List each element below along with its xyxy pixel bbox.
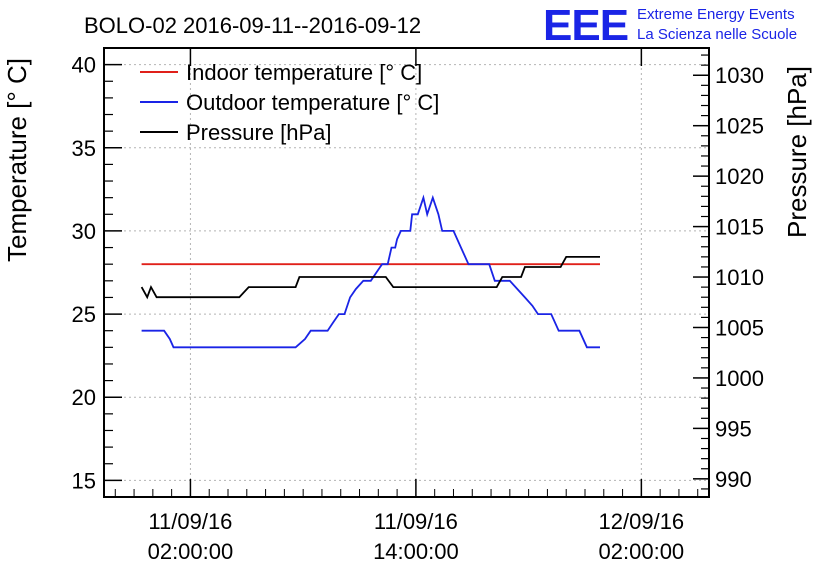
legend-label: Pressure [hPa] <box>186 120 332 145</box>
logo-line-1: Extreme Energy Events <box>637 6 795 23</box>
y-left-tick-label: 35 <box>72 136 96 161</box>
y-left-tick-label: 30 <box>72 219 96 244</box>
y-right-tick-label: 990 <box>715 467 752 492</box>
x-axis: 11/09/16 02:00:00 11/09/16 14:00:00 12/09/16… <box>114 48 699 564</box>
x-tick-label-date: 12/09/16 <box>599 509 685 534</box>
y-left-tick-label: 20 <box>72 385 96 410</box>
y-right-tick-label: 1020 <box>715 164 764 189</box>
y-right-tick-label: 1010 <box>715 265 764 290</box>
y-right-tick-label: 1005 <box>715 315 764 340</box>
left-axis: 15 20 25 30 35 40 <box>72 47 122 498</box>
series-line-1 <box>141 194 600 349</box>
y-right-tick-label: 1025 <box>715 114 764 139</box>
x-tick-label-time: 02:00:00 <box>148 539 234 564</box>
y-right-tick-label: 1000 <box>715 366 764 391</box>
x-tick-label-date: 11/09/16 <box>374 509 458 534</box>
grid <box>104 48 709 497</box>
y-axis-right-title: Pressure [hPa] <box>782 66 812 238</box>
y-left-tick-label: 25 <box>72 302 96 327</box>
series-layer <box>140 194 600 349</box>
logo: EEE Extreme Energy Events La Scienza nel… <box>543 1 797 50</box>
y-right-tick-label: 1015 <box>715 215 764 240</box>
x-tick-label-time: 14:00:00 <box>373 539 459 564</box>
legend-label: Indoor temperature [° C] <box>186 60 422 85</box>
chart-title: BOLO-02 2016-09-11--2016-09-12 <box>84 13 421 38</box>
legend-label: Outdoor temperature [° C] <box>186 90 439 115</box>
logo-mark: EEE <box>543 1 628 50</box>
y-left-tick-label: 40 <box>72 53 96 78</box>
series-line-2 <box>140 255 600 300</box>
legend: Indoor temperature [° C] Outdoor temperat… <box>140 60 439 145</box>
y-axis-left-title: Temperature [° C] <box>2 58 32 262</box>
right-axis: 990 995 1000 1005 1010 1015 1020 1025 1030 <box>693 54 764 492</box>
plot-frame <box>103 47 710 498</box>
logo-line-2: La Scienza nelle Scuole <box>637 26 797 43</box>
y-right-tick-label: 995 <box>715 416 752 441</box>
y-left-tick-label: 15 <box>72 468 96 493</box>
x-tick-label-time: 02:00:00 <box>599 539 685 564</box>
y-right-tick-label: 1030 <box>715 63 764 88</box>
x-tick-label-date: 11/09/16 <box>148 509 232 534</box>
